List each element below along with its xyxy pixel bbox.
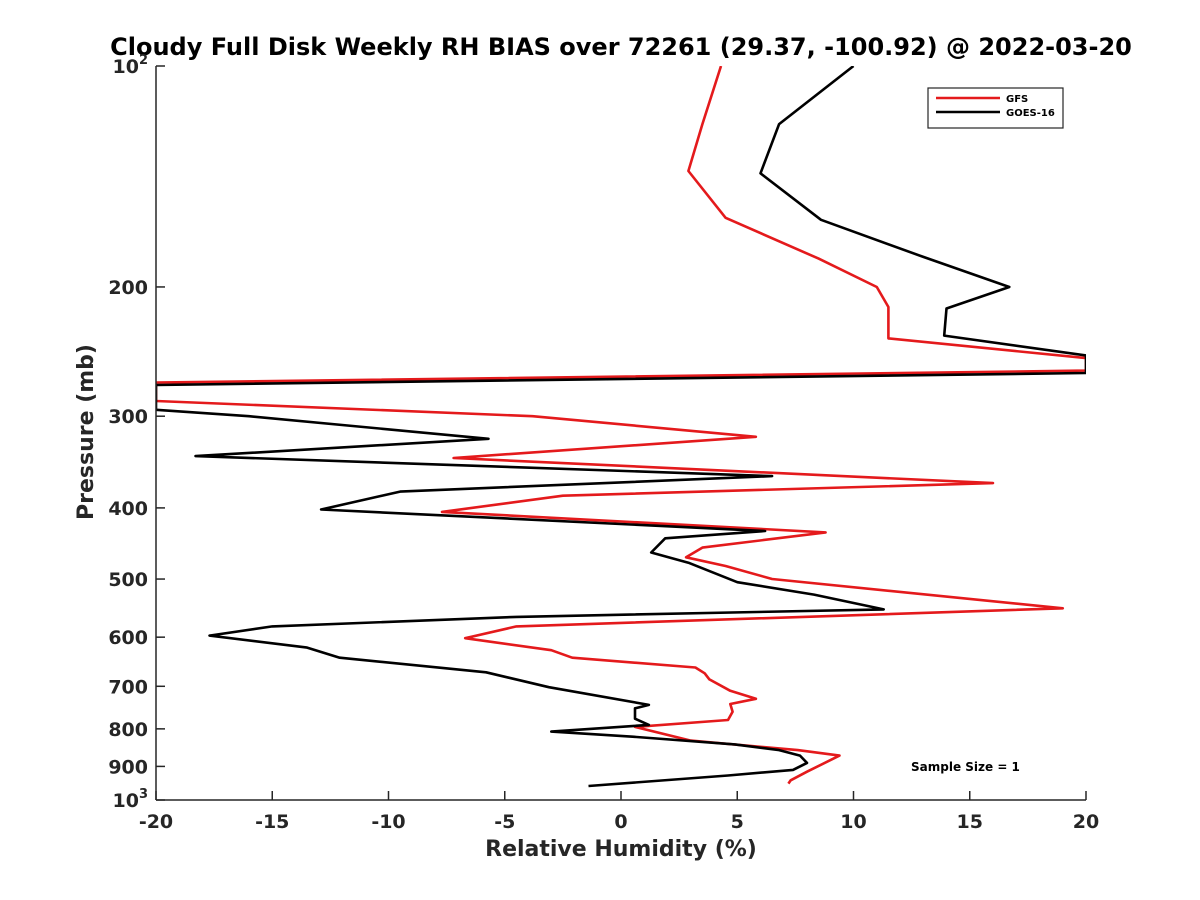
series-line-gfs <box>156 66 1086 785</box>
x-tick-label: 5 <box>731 811 744 833</box>
legend-entry: GFS <box>1006 94 1028 105</box>
y-tick-label: 102 <box>113 53 149 78</box>
legend-box <box>927 87 1064 129</box>
x-tick-label: 10 <box>840 811 866 833</box>
legend-entry: GOES-16 <box>1006 108 1055 119</box>
y-tick-label: 300 <box>108 406 148 428</box>
plot-area <box>156 66 1086 788</box>
x-axis-label: Relative Humidity (%) <box>485 837 757 862</box>
axes: -20 -15 -10 -5 0 5 10 15 20 102 200 300 400 500 600 700… <box>108 53 1099 833</box>
y-tick-label: 900 <box>108 756 148 778</box>
x-tick-label: -5 <box>494 811 515 833</box>
y-tick-label: 400 <box>108 498 148 520</box>
series-line-goes-16 <box>156 66 1086 788</box>
y-axis-label: Pressure (mb) <box>74 344 99 520</box>
y-tick-label: 103 <box>113 787 149 812</box>
sample-size-annotation: Sample Size = 1 <box>911 760 1020 774</box>
y-tick-label: 600 <box>108 627 148 649</box>
x-tick-label: 15 <box>957 811 983 833</box>
chart-title: Cloudy Full Disk Weekly RH BIAS over 722… <box>110 33 1132 61</box>
x-tick-label: -15 <box>255 811 289 833</box>
y-tick-label: 200 <box>108 277 148 299</box>
y-tick-label: 500 <box>108 569 148 591</box>
x-tick-label: 0 <box>614 811 627 833</box>
legend: GFS GOES-16 <box>927 87 1064 129</box>
y-tick-label: 700 <box>108 676 148 698</box>
y-tick-label: 800 <box>108 719 148 741</box>
x-tick-label: -20 <box>139 811 173 833</box>
x-tick-label: -10 <box>371 811 405 833</box>
series-lines <box>156 66 1086 788</box>
x-tick-label: 20 <box>1073 811 1099 833</box>
